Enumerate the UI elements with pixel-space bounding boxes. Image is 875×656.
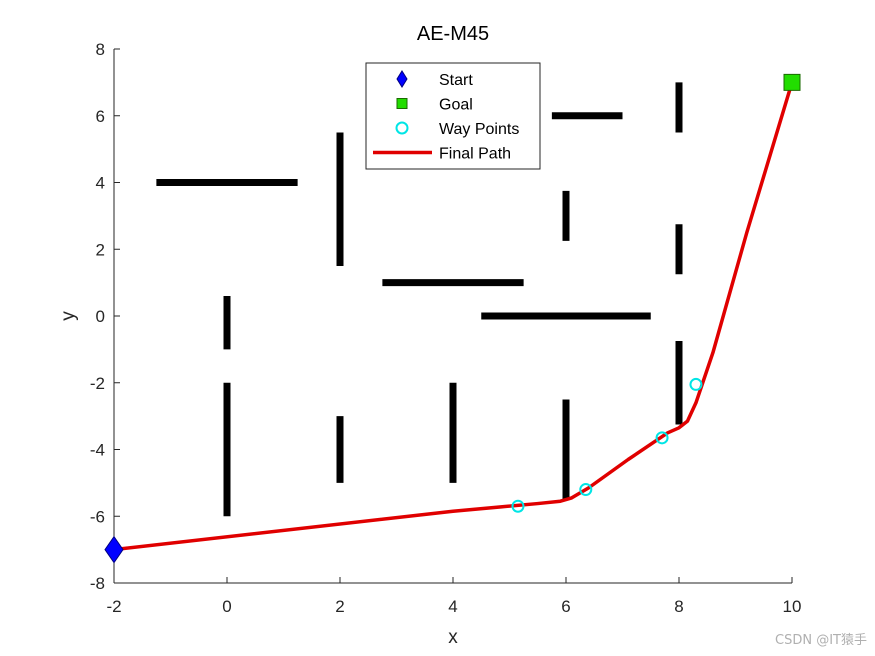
goal-marker [783,73,801,91]
y-tick-label: -4 [90,441,105,460]
x-tick-label: 4 [448,597,457,616]
legend-entry-label: Goal [439,97,473,114]
y-tick-label: 8 [96,40,105,59]
chart-title: AE-M45 [417,23,489,45]
way-point-marker [689,377,703,391]
x-tick-label: -2 [106,597,121,616]
legend: Start Goal Way Points Final Path [365,62,541,170]
y-tick-label: 0 [96,307,105,326]
x-tick-label: 10 [783,597,802,616]
y-tick-label: -8 [90,574,105,593]
y-tick-label: -6 [90,507,105,526]
y-axis-label: y [58,311,79,321]
legend-entry-label: Way Points [439,121,519,138]
x-tick-label: 6 [561,597,570,616]
legend-way-points-marker [395,121,409,135]
x-axis-label: x [448,627,458,648]
legend-start-marker [396,70,408,88]
y-tick-label: -2 [90,374,105,393]
final-path-line [113,81,794,552]
legend-entry-label: Start [439,72,473,89]
legend-entry-label: Final Path [439,146,511,163]
way-point-marker [511,499,525,513]
y-tick-label: 2 [96,240,105,259]
way-point-marker [655,431,669,445]
y-tick-label: 6 [96,107,105,126]
start-marker [104,535,124,564]
x-tick-label: 8 [674,597,683,616]
legend-goal-marker [396,98,408,109]
x-tick-label: 2 [335,597,344,616]
way-point-marker [579,483,593,497]
y-tick-label: 4 [96,174,105,193]
watermark: CSDN @IT猿手 [775,633,867,648]
x-tick-label: 0 [222,597,231,616]
